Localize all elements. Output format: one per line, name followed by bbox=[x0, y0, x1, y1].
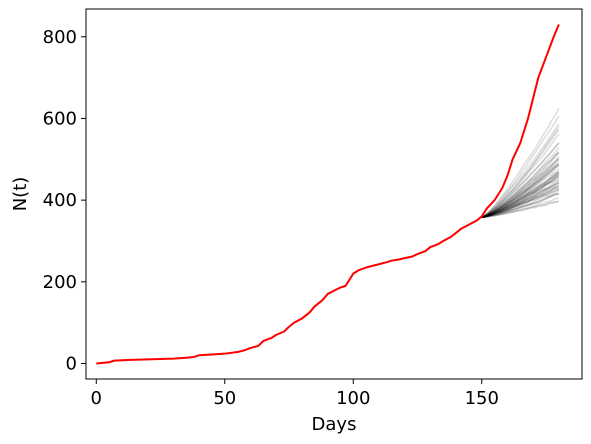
x-axis-ticks: 0 50 100 150 bbox=[91, 379, 499, 409]
simulation-line bbox=[481, 192, 560, 219]
simulation-line bbox=[481, 173, 560, 219]
simulation-line bbox=[481, 171, 560, 219]
y-tick-label: 200 bbox=[43, 272, 77, 293]
y-axis-ticks: 0 200 400 600 800 bbox=[43, 27, 86, 374]
simulation-line bbox=[481, 152, 560, 219]
simulation-line bbox=[481, 107, 560, 218]
x-tick-label: 50 bbox=[213, 388, 236, 409]
simulation-line bbox=[481, 171, 560, 219]
simulation-line bbox=[481, 177, 560, 219]
simulation-line bbox=[481, 187, 560, 219]
simulation-line bbox=[481, 175, 560, 219]
simulation-line bbox=[481, 171, 560, 219]
y-axis-label: N(t) bbox=[10, 177, 31, 212]
simulation-lines bbox=[481, 107, 560, 219]
simulation-line bbox=[481, 163, 560, 219]
simulation-line bbox=[481, 156, 560, 219]
y-tick-label: 600 bbox=[43, 108, 77, 129]
simulation-line bbox=[481, 179, 560, 219]
simulation-line bbox=[481, 115, 560, 218]
simulation-line bbox=[481, 168, 560, 219]
simulation-line bbox=[481, 142, 560, 219]
simulation-line bbox=[481, 129, 560, 219]
simulation-line bbox=[481, 170, 560, 219]
simulation-line bbox=[481, 185, 560, 219]
simulation-line bbox=[481, 184, 560, 219]
simulation-line bbox=[481, 201, 559, 219]
simulation-line bbox=[481, 146, 560, 219]
simulation-line bbox=[481, 186, 560, 219]
x-tick-label: 100 bbox=[336, 388, 370, 409]
simulation-line bbox=[481, 152, 560, 219]
simulation-line bbox=[481, 182, 560, 219]
simulation-line bbox=[481, 164, 560, 219]
simulation-line bbox=[481, 173, 560, 219]
simulation-line bbox=[481, 165, 560, 219]
simulation-line bbox=[481, 159, 560, 219]
x-tick-label: 0 bbox=[91, 388, 102, 409]
simulation-line bbox=[481, 188, 560, 219]
simulation-line bbox=[481, 126, 560, 219]
simulation-line bbox=[481, 180, 560, 219]
y-tick-label: 400 bbox=[43, 190, 77, 211]
simulation-line bbox=[481, 182, 560, 219]
simulation-line bbox=[481, 181, 560, 219]
simulation-line bbox=[481, 150, 560, 219]
simulation-line bbox=[481, 133, 560, 219]
simulation-line bbox=[481, 200, 560, 219]
simulation-line bbox=[481, 157, 560, 219]
y-tick-label: 0 bbox=[66, 353, 77, 374]
simulation-line bbox=[481, 197, 560, 219]
simulation-line bbox=[481, 162, 560, 219]
simulation-line bbox=[481, 158, 560, 219]
y-tick-label: 800 bbox=[43, 27, 77, 48]
simulation-line bbox=[481, 189, 560, 219]
x-tick-label: 150 bbox=[465, 388, 499, 409]
simulation-line bbox=[481, 192, 560, 219]
observed-line-layer bbox=[96, 24, 560, 365]
simulation-line bbox=[481, 142, 560, 219]
simulation-line bbox=[481, 163, 560, 219]
observed-line bbox=[96, 24, 560, 365]
simulation-line bbox=[481, 193, 559, 219]
simulation-line bbox=[481, 188, 560, 219]
simulation-line bbox=[481, 174, 560, 219]
simulation-line bbox=[481, 176, 560, 219]
simulation-line bbox=[481, 123, 560, 218]
plot-frame bbox=[85, 8, 583, 380]
x-axis-label: Days bbox=[312, 414, 357, 435]
